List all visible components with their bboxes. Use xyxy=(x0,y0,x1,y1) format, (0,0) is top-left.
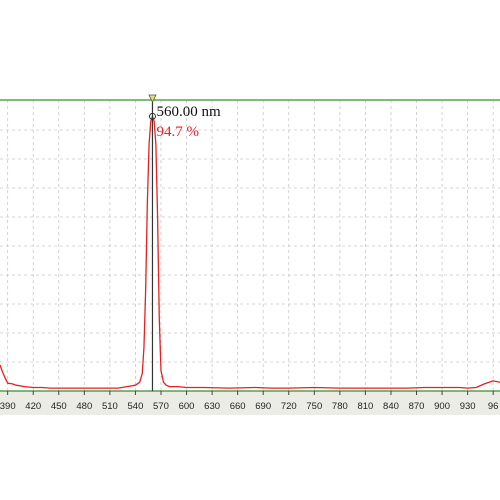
x-tick-label: 540 xyxy=(128,401,144,412)
series-line-0 xyxy=(0,115,500,389)
x-axis-ticks: 390 420 450 480 510 540 570 600 630 660 690 720 750 7… xyxy=(0,391,498,412)
x-tick-label: 780 xyxy=(332,401,348,412)
x-tick-label: 630 xyxy=(204,401,220,412)
cursor-handle-icon[interactable] xyxy=(148,94,157,103)
cursor-wavelength-readout: 560.00 nm xyxy=(156,104,221,120)
x-tick-label: 750 xyxy=(306,401,322,412)
x-tick-label: 660 xyxy=(230,401,246,412)
x-tick-label: 570 xyxy=(153,401,169,412)
x-tick-label: 840 xyxy=(383,401,399,412)
x-tick-label: 600 xyxy=(179,401,195,412)
series-layer xyxy=(0,115,500,389)
x-tick-label: 690 xyxy=(255,401,271,412)
plot-background xyxy=(0,100,500,391)
x-tick-label: 510 xyxy=(102,401,118,412)
cursor[interactable]: 560.00 nm 94.7 % xyxy=(148,94,221,391)
x-tick-label: 390 xyxy=(0,401,16,412)
x-tick-label: 96 xyxy=(488,401,499,412)
x-tick-label: 810 xyxy=(357,401,373,412)
x-tick-label: 900 xyxy=(434,401,450,412)
gridlines xyxy=(0,100,500,391)
x-tick-label: 480 xyxy=(76,401,92,412)
x-axis-band xyxy=(0,391,500,415)
x-tick-label: 930 xyxy=(460,401,476,412)
x-tick-label: 720 xyxy=(281,401,297,412)
x-tick-label: 450 xyxy=(51,401,67,412)
cursor-point-marker xyxy=(148,112,156,120)
cursor-value-readout: 94.7 % xyxy=(156,124,199,140)
x-tick-label: 420 xyxy=(25,401,41,412)
x-tick-label: 870 xyxy=(409,401,425,412)
